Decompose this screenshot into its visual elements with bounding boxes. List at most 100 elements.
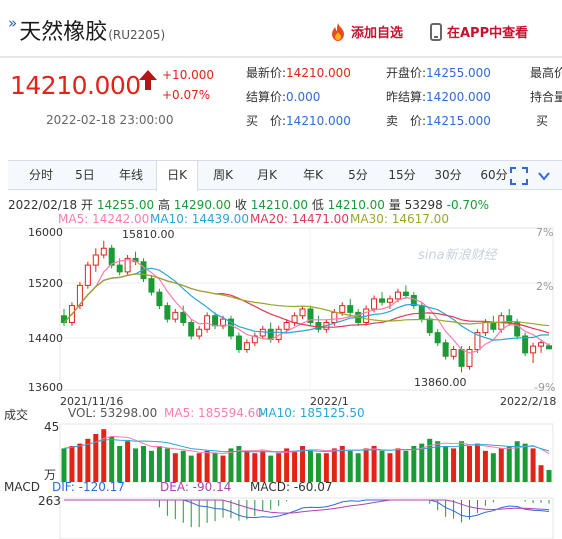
candle[interactable] (84, 264, 91, 286)
volume-bar (220, 455, 226, 482)
period-tabs: 分时 5日 年线 日K 周K 月K 年K 5分 15分 30分 60分 (8, 160, 562, 191)
macd-dif: DIF: -120.17 (52, 480, 125, 494)
candle[interactable] (283, 322, 290, 330)
volume-bar (204, 450, 210, 482)
tab-weekly-k[interactable]: 周K (213, 168, 233, 182)
macd-title: MACD (4, 480, 40, 494)
tab-monthly-k[interactable]: 月K (257, 168, 277, 182)
candle[interactable] (259, 328, 266, 337)
candle[interactable] (212, 315, 219, 327)
candle[interactable] (434, 332, 441, 344)
candle[interactable] (227, 318, 234, 337)
view-in-app-label: 在APP中查看 (447, 26, 529, 41)
y-tick-13600: 13600 (28, 381, 63, 394)
candle[interactable] (514, 322, 521, 337)
volume-bar (117, 446, 123, 482)
candle[interactable] (235, 335, 242, 350)
volume-bar (443, 446, 449, 482)
candle[interactable] (291, 315, 298, 323)
candle[interactable] (394, 291, 401, 300)
tab-30min[interactable]: 30分 (434, 168, 462, 182)
volume-bar (276, 453, 282, 482)
candle[interactable] (418, 305, 425, 320)
candle[interactable] (490, 322, 497, 330)
candle[interactable] (315, 322, 322, 330)
volume-bar (101, 429, 107, 482)
field-ask: 卖 价:14215.000 (386, 114, 491, 128)
volume-bar (252, 453, 258, 482)
candle[interactable] (124, 257, 131, 273)
candle[interactable] (426, 318, 433, 334)
volume-bar (164, 448, 170, 482)
candle[interactable] (100, 247, 107, 256)
candle[interactable] (299, 308, 306, 317)
volume-bar (85, 438, 91, 482)
candle[interactable] (204, 315, 211, 330)
candle[interactable] (220, 318, 227, 327)
candle[interactable] (522, 335, 529, 354)
candle[interactable] (148, 278, 155, 293)
volume-bar (395, 448, 401, 482)
candle[interactable] (243, 342, 250, 350)
candle[interactable] (76, 284, 83, 307)
candle[interactable] (474, 332, 481, 350)
add-watchlist-button[interactable]: 添加自选 (330, 22, 403, 41)
tab-daily-k[interactable]: 日K (156, 161, 198, 191)
candle[interactable] (450, 349, 457, 357)
candle[interactable] (482, 322, 489, 334)
volume-bar (61, 448, 67, 482)
candle[interactable] (530, 345, 537, 354)
volume-bar (419, 443, 425, 482)
tab-yearline[interactable]: 年线 (118, 168, 143, 182)
volume-bar (196, 453, 202, 482)
up-arrow-icon (139, 70, 157, 90)
candle[interactable] (307, 308, 314, 323)
candle[interactable] (402, 291, 409, 296)
candle[interactable] (331, 311, 338, 323)
candle[interactable] (172, 311, 179, 320)
volume-bar (172, 453, 178, 482)
view-in-app-button[interactable]: 在APP中查看 (430, 22, 528, 41)
tab-15min[interactable]: 15分 (388, 168, 416, 182)
candle[interactable] (164, 305, 171, 320)
candle[interactable] (458, 349, 465, 367)
y-tick-15200: 15200 (28, 277, 63, 290)
volume-bar (371, 446, 377, 482)
ma20-label: MA20: 14471.00 (250, 212, 349, 226)
candle[interactable] (339, 305, 346, 313)
candle[interactable] (92, 254, 99, 266)
tab-60min[interactable]: 60分 (480, 168, 508, 182)
chevron-down-icon[interactable] (538, 171, 550, 181)
tab-timeshare[interactable]: 分时 (28, 168, 53, 182)
candle[interactable] (538, 342, 545, 347)
volume-bar (315, 453, 321, 482)
candle[interactable] (347, 305, 354, 313)
volume-bar (355, 453, 361, 482)
candle[interactable] (180, 311, 187, 323)
candle[interactable] (386, 298, 393, 303)
candle[interactable] (116, 264, 123, 273)
tab-5day[interactable]: 5日 (75, 168, 95, 182)
candle[interactable] (251, 335, 258, 344)
macd-y-top: 263 (38, 494, 61, 508)
macd-dif-line (64, 499, 550, 519)
candle[interactable] (546, 345, 552, 350)
candle[interactable] (442, 342, 449, 357)
tab-5min[interactable]: 5分 (348, 168, 368, 182)
candle[interactable] (466, 349, 473, 367)
tab-yearly-k[interactable]: 年K (303, 168, 323, 182)
candle[interactable] (140, 261, 147, 280)
volume-bar (133, 448, 139, 482)
candle[interactable] (196, 328, 203, 337)
candle[interactable] (188, 322, 195, 337)
phone-icon (430, 22, 442, 41)
candle[interactable] (379, 298, 386, 303)
candle[interactable] (506, 315, 513, 323)
volume-bar (212, 453, 218, 482)
candle[interactable] (156, 291, 163, 307)
fullscreen-icon[interactable] (510, 167, 528, 185)
candle[interactable] (371, 298, 378, 310)
candle[interactable] (108, 247, 115, 266)
volume-bar (156, 446, 162, 482)
